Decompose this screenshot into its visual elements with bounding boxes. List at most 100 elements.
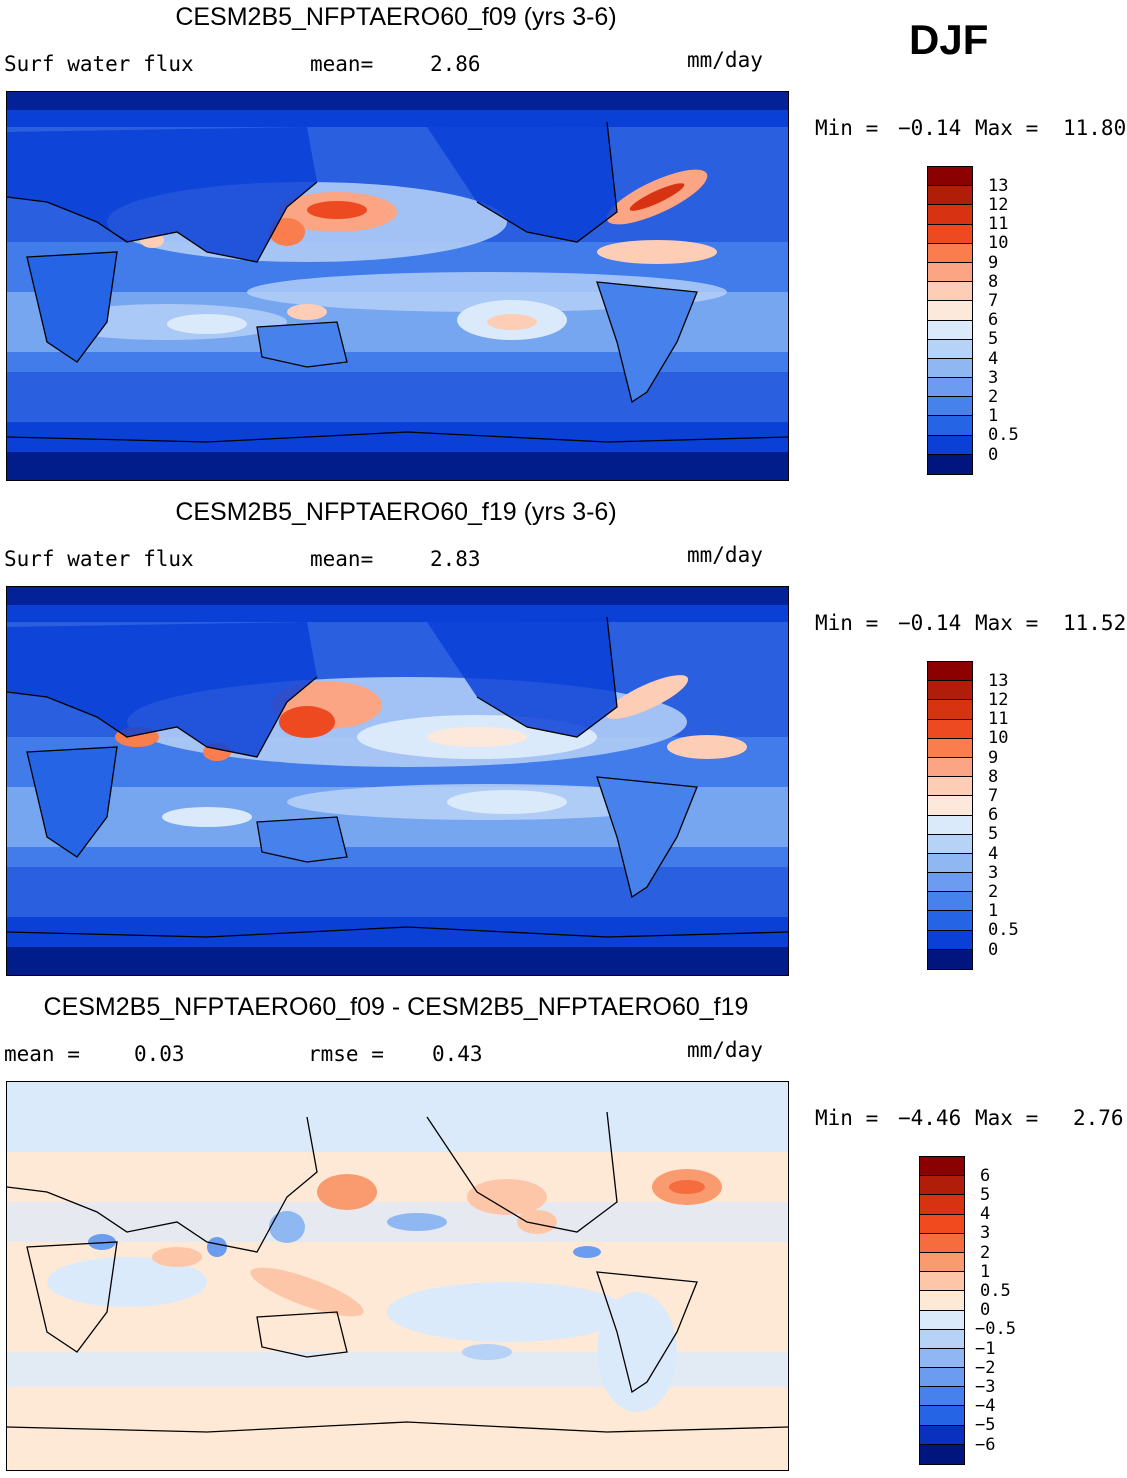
colorbar-swatch: [928, 892, 972, 912]
panel2-min-label: Min =: [815, 611, 879, 635]
colorbar-swatch: [920, 1176, 964, 1196]
panel2-max-label: Max =: [975, 611, 1039, 635]
panel1-variable-label: Surf water flux: [4, 52, 194, 76]
panel2-units: mm/day: [687, 543, 763, 567]
colorbar-swatch: [928, 378, 972, 398]
colorbar-swatch: [928, 186, 972, 206]
colorbar-tick-label: 2: [980, 1242, 991, 1263]
panel2-mean-label: mean=: [310, 547, 374, 571]
colorbar-swatch: [920, 1157, 964, 1177]
colorbar-swatch: [928, 949, 972, 969]
panel1-min-label: Min =: [815, 116, 879, 140]
colorbar-swatch: [928, 282, 972, 302]
colorbar-tick-label: 0.5: [980, 1280, 1011, 1301]
colorbar-tick-label: 0.5: [988, 920, 1019, 941]
colorbar-swatch: [928, 167, 972, 187]
panel3-max-value: 2.76: [1073, 1106, 1124, 1130]
colorbar-tick-label: 4: [988, 843, 999, 864]
colorbar-tick-label: 13: [988, 670, 1009, 691]
panel1-max-value: 11.80: [1063, 116, 1127, 140]
colorbar-tick-label: −3: [975, 1376, 996, 1397]
colorbar-tick-label: 9: [988, 747, 999, 768]
colorbar-swatch: [928, 681, 972, 701]
colorbar-swatch: [928, 358, 972, 379]
panel1-field-plot: [7, 92, 788, 480]
colorbar-swatch: [928, 930, 972, 950]
colorbar-swatch: [928, 662, 972, 682]
colorbar-swatch: [928, 777, 972, 797]
colorbar-swatch: [920, 1252, 964, 1273]
colorbar-tick-label: 0.5: [988, 425, 1019, 446]
colorbar-tick-label: 11: [988, 214, 1009, 235]
colorbar-tick-label: 5: [980, 1184, 991, 1205]
colorbar-swatch: [928, 339, 972, 359]
panel2-max-value: 11.52: [1063, 611, 1127, 635]
colorbar-swatch: [928, 911, 972, 931]
colorbar-swatch: [928, 301, 972, 321]
colorbar-tick-label: 6: [980, 1165, 991, 1186]
colorbar-tick-label: −4: [975, 1396, 996, 1417]
colorbar-tick-label: 3: [988, 367, 999, 388]
panel1-units: mm/day: [687, 48, 763, 72]
colorbar-tick-label: −6: [975, 1434, 996, 1455]
colorbar-tick-label: 6: [988, 310, 999, 331]
panel3-units: mm/day: [687, 1038, 763, 1062]
colorbar-tick-label: 1: [988, 901, 999, 922]
colorbar-tick-label: 8: [988, 766, 999, 787]
panel3-rmse-label: rmse =: [308, 1042, 384, 1066]
colorbar-tick-label: 1: [988, 406, 999, 427]
colorbar-box: [927, 661, 973, 971]
colorbar-tick-label: 3: [980, 1223, 991, 1244]
colorbar-tick-label: 0: [980, 1300, 991, 1321]
panel1-map: [6, 91, 789, 481]
panel3-map: [6, 1081, 789, 1471]
colorbar-swatch: [920, 1425, 964, 1445]
colorbar-swatch: [928, 224, 972, 244]
colorbar-swatch: [928, 738, 972, 758]
panel3-max-label: Max =: [975, 1106, 1039, 1130]
colorbar-tick-label: 5: [988, 824, 999, 845]
colorbar-swatch: [928, 873, 972, 893]
colorbar-swatch: [928, 853, 972, 874]
colorbar-swatch: [928, 243, 972, 263]
panel1-max-label: Max =: [975, 116, 1039, 140]
colorbar-tick-label: −5: [975, 1415, 996, 1436]
panel2-min-value: −0.14: [898, 611, 962, 635]
colorbar-tick-label: 5: [988, 329, 999, 350]
colorbar-swatch: [928, 397, 972, 417]
colorbar-swatch: [920, 1291, 964, 1311]
colorbar-swatch: [928, 719, 972, 739]
colorbar-box: [919, 1156, 965, 1466]
panel2-mean-value: 2.83: [430, 547, 481, 571]
colorbar-tick-label: 12: [988, 194, 1009, 215]
colorbar-tick-label: 7: [988, 290, 999, 311]
panel1-title: CESM2B5_NFPTAERO60_f09 (yrs 3-6): [175, 3, 617, 31]
colorbar-swatch: [920, 1233, 964, 1253]
colorbar-tick-label: 12: [988, 689, 1009, 710]
panel2-field-plot: [7, 587, 788, 975]
season-label: DJF: [909, 16, 989, 63]
colorbar-swatch: [928, 454, 972, 474]
colorbar-swatch: [928, 416, 972, 436]
panel3-min-value: −4.46: [898, 1106, 962, 1130]
colorbar-tick-label: 6: [988, 805, 999, 826]
colorbar-swatch: [920, 1329, 964, 1349]
panel2-variable-label: Surf water flux: [4, 547, 194, 571]
colorbar-tick-label: 2: [988, 881, 999, 902]
panel2-map: [6, 586, 789, 976]
panel2-title: CESM2B5_NFPTAERO60_f19 (yrs 3-6): [175, 498, 617, 526]
colorbar-tick-label: 7: [988, 785, 999, 806]
colorbar-swatch: [920, 1348, 964, 1369]
panel1-min-value: −0.14: [898, 116, 962, 140]
colorbar-swatch: [920, 1272, 964, 1292]
colorbar-tick-label: 1: [980, 1261, 991, 1282]
colorbar-swatch: [928, 435, 972, 455]
panel3-field-plot: [7, 1082, 788, 1470]
colorbar-tick-label: 10: [988, 728, 1009, 749]
panel3-mean-value: 0.03: [134, 1042, 185, 1066]
colorbar-swatch: [920, 1406, 964, 1426]
colorbar-tick-label: 4: [988, 348, 999, 369]
colorbar-swatch: [928, 815, 972, 835]
colorbar-swatch: [920, 1387, 964, 1407]
panel3-min-label: Min =: [815, 1106, 879, 1130]
